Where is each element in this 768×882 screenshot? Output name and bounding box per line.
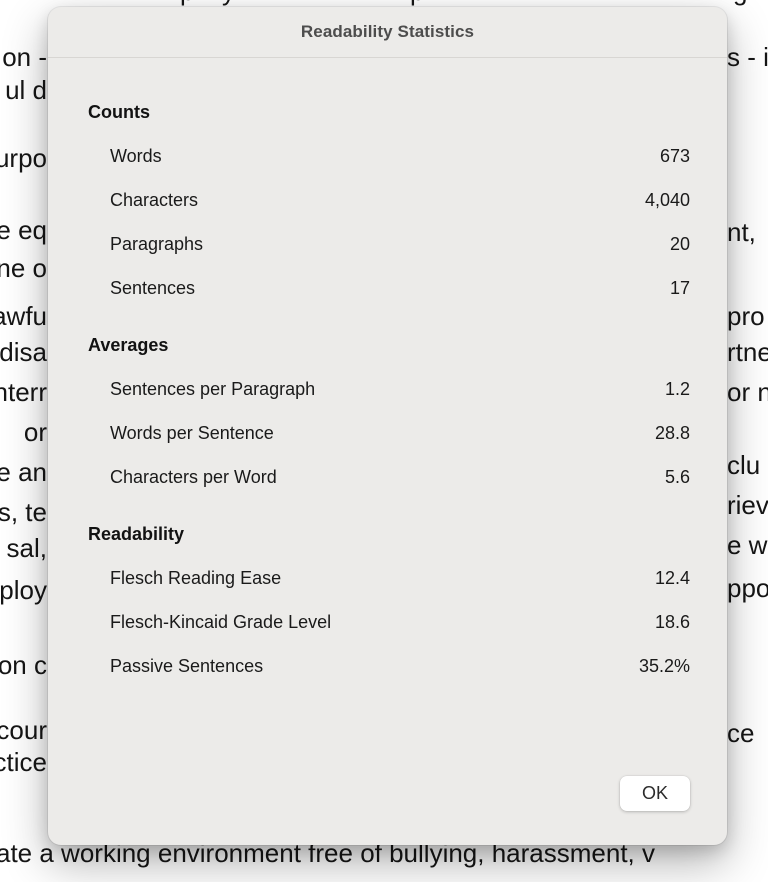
document-text-fragment: y xyxy=(222,0,235,6)
document-text-fragment: riev xyxy=(727,490,768,520)
readability-rows: Flesch Reading Ease 12.4 Flesch-Kincaid … xyxy=(88,556,690,688)
document-text-fragment: s - i xyxy=(727,42,768,72)
stat-label: Words per Sentence xyxy=(110,422,274,443)
stat-label: Words xyxy=(110,145,162,166)
document-text-fragment: ppo xyxy=(727,573,768,603)
document-text-fragment: ne o xyxy=(0,253,47,283)
document-text-fragment: e eq xyxy=(0,215,47,245)
stat-row: Characters per Word 5.6 xyxy=(88,455,690,499)
section-heading-counts: Counts xyxy=(88,102,150,122)
stat-value: 20 xyxy=(669,233,690,254)
stat-label: Characters xyxy=(110,189,199,210)
document-text-fragment: ce xyxy=(727,718,755,748)
document-text-fragment: nt, xyxy=(727,217,756,247)
stat-row: Words 673 xyxy=(88,134,690,178)
document-text-fragment: nterr xyxy=(0,377,47,407)
stat-label: Flesch Reading Ease xyxy=(110,567,282,588)
stat-value: 17 xyxy=(669,277,690,298)
stat-value: 35.2% xyxy=(638,655,690,676)
stat-label: Passive Sentences xyxy=(110,655,264,676)
document-text-fragment: p xyxy=(180,0,194,6)
stat-row: Characters 4,040 xyxy=(88,178,690,222)
stat-value: 673 xyxy=(659,145,690,166)
stat-row: Passive Sentences 35.2% xyxy=(88,644,690,688)
readability-statistics-dialog: Readability Statistics Counts Words 673 … xyxy=(48,7,727,845)
document-text-fragment: e an xyxy=(0,457,47,487)
document-text-fragment: urpo xyxy=(0,143,47,173)
stat-value: 4,040 xyxy=(644,189,690,210)
document-text-fragment: rtne xyxy=(727,337,768,367)
document-text-fragment: ul d xyxy=(5,75,47,105)
document-text-fragment: pro xyxy=(727,301,765,331)
stat-label: Flesch-Kincaid Grade Level xyxy=(110,611,332,632)
averages-rows: Sentences per Paragraph 1.2 Words per Se… xyxy=(88,367,690,499)
document-text-fragment: on - xyxy=(2,42,47,72)
document-text-fragment: awfu xyxy=(0,301,47,331)
section-heading-readability: Readability xyxy=(88,524,185,544)
document-text-fragment: s, te xyxy=(0,497,47,527)
stat-label: Characters per Word xyxy=(110,466,277,487)
stat-value: 12.4 xyxy=(654,567,690,588)
stat-row: Paragraphs 20 xyxy=(88,222,690,266)
document-text-fragment: ploy xyxy=(0,575,47,605)
stat-row: Flesch-Kincaid Grade Level 18.6 xyxy=(88,600,690,644)
stat-row: Sentences per Paragraph 1.2 xyxy=(88,367,690,411)
section-heading-averages: Averages xyxy=(88,335,169,355)
dialog-title-bar: Readability Statistics xyxy=(48,7,727,58)
document-text-fragment: clu xyxy=(727,450,761,480)
document-text-fragment: g xyxy=(733,0,747,6)
stat-value: 1.2 xyxy=(664,378,690,399)
document-text-fragment: or xyxy=(23,417,47,447)
stat-label: Sentences per Paragraph xyxy=(110,378,316,399)
stat-label: Sentences xyxy=(110,277,196,298)
document-text-fragment: sal, xyxy=(6,533,47,563)
stat-row: Words per Sentence 28.8 xyxy=(88,411,690,455)
document-text-fragment: e wo xyxy=(727,530,768,560)
dialog-title: Readability Statistics xyxy=(300,22,475,41)
counts-rows: Words 673 Characters 4,040 Paragraphs 20… xyxy=(88,134,690,310)
stat-value: 28.8 xyxy=(654,422,690,443)
document-text-fragment: disa xyxy=(0,337,47,367)
document-text-fragment: p xyxy=(410,0,424,6)
document-text-fragment: or n xyxy=(727,377,768,407)
dialog-content: Counts Words 673 Characters 4,040 Paragr… xyxy=(48,101,727,688)
ok-button[interactable]: OK xyxy=(620,776,690,811)
stat-row: Flesch Reading Ease 12.4 xyxy=(88,556,690,600)
document-text-fragment: cour xyxy=(0,715,47,745)
stat-value: 18.6 xyxy=(654,611,690,632)
stat-row: Sentences 17 xyxy=(88,266,690,310)
stat-label: Paragraphs xyxy=(110,233,204,254)
document-text-fragment: on c xyxy=(0,650,47,680)
document-text-fragment: ctice xyxy=(0,747,47,777)
stat-value: 5.6 xyxy=(664,466,690,487)
